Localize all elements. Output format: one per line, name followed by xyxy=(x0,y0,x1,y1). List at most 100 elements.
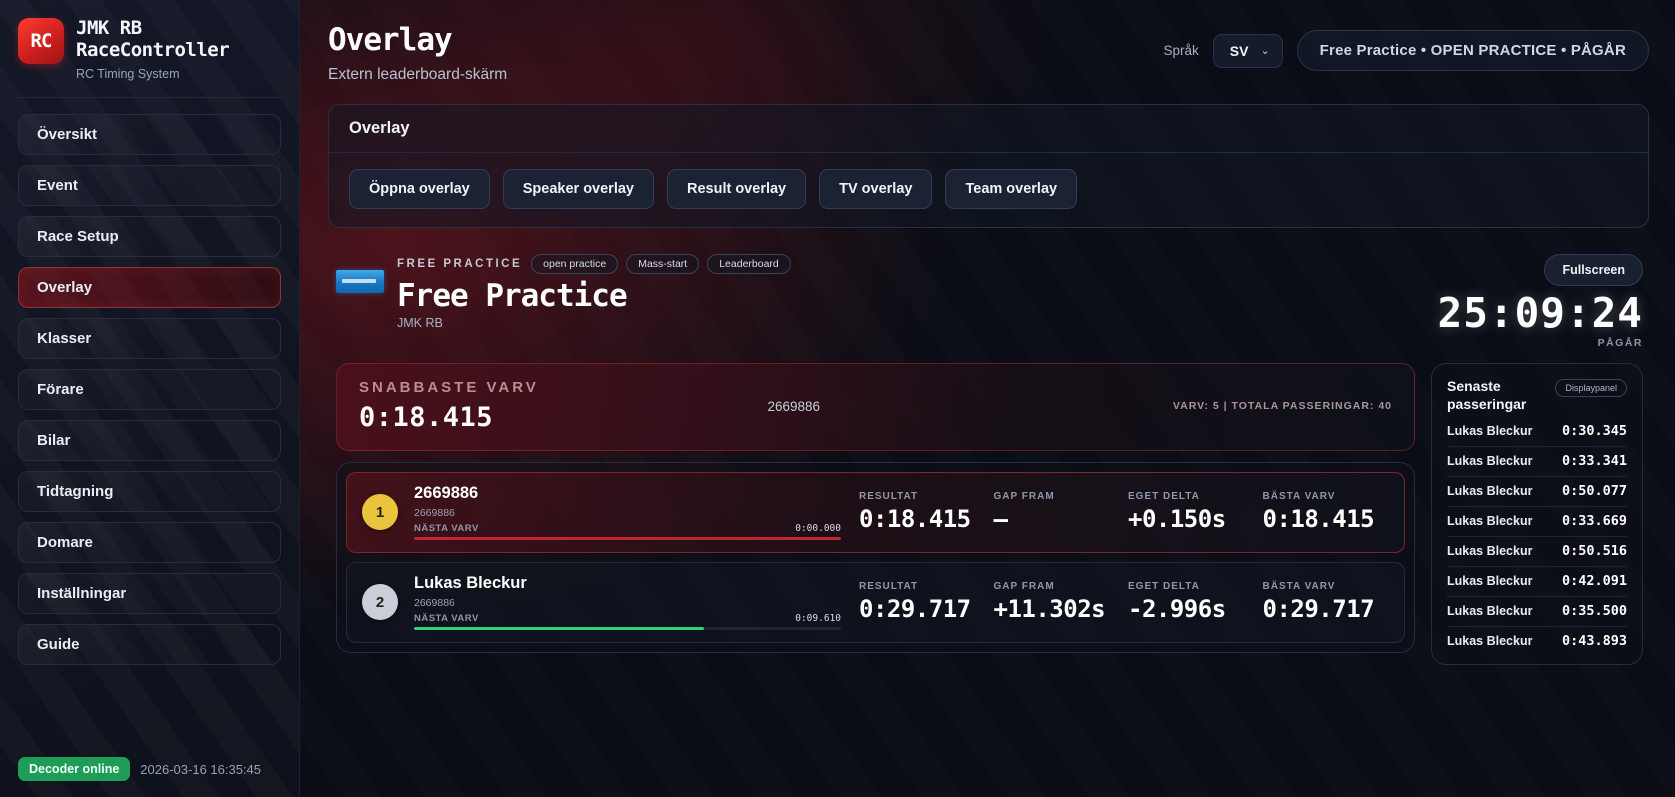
sidebar-item-race-setup[interactable]: Race Setup xyxy=(18,215,281,257)
session-tags: open practice Mass-start Leaderboard xyxy=(531,254,791,274)
sidebar-item-f-rare[interactable]: Förare xyxy=(18,368,281,410)
passing-row: Lukas Bleckur 0:35.500 xyxy=(1447,596,1627,626)
passing-row: Lukas Bleckur 0:30.345 xyxy=(1447,417,1627,446)
footer-timestamp: 2026-03-16 16:35:45 xyxy=(140,761,262,777)
passing-driver-name: Lukas Bleckur xyxy=(1447,544,1533,559)
stat-delta-label: EGET DELTA xyxy=(1128,581,1200,593)
passing-driver-name: Lukas Bleckur xyxy=(1447,634,1533,649)
stat-delta-value: +0.150s xyxy=(1128,505,1226,534)
page-title: Overlay xyxy=(328,22,453,58)
session-eyebrow: FREE PRACTICE xyxy=(397,258,523,270)
lap-progress-bar xyxy=(414,537,841,541)
sidebar-item-overlay[interactable]: Overlay xyxy=(18,266,281,308)
sidebar-item-label: Översikt xyxy=(37,125,98,143)
passing-time: 0:33.341 xyxy=(1561,453,1627,470)
sidebar-item-klasser[interactable]: Klasser xyxy=(18,317,281,359)
app-subtitle: RC Timing System xyxy=(76,66,180,81)
sidebar-item-label: Guide xyxy=(37,635,80,653)
passing-row: Lukas Bleckur 0:33.341 xyxy=(1447,446,1627,476)
passing-time: 0:35.500 xyxy=(1561,603,1627,620)
speaker-overlay-button[interactable]: Speaker overlay xyxy=(502,169,654,209)
overlay-card-title: Overlay xyxy=(329,105,1648,153)
next-lap-label: NÄSTA VARV xyxy=(414,523,479,535)
session-eyebrow-row: FREE PRACTICE open practice Mass-start Lea… xyxy=(397,254,791,274)
stat-result-value: 0:18.415 xyxy=(859,505,971,534)
stat-best-label: BÄSTA VARV xyxy=(1262,491,1336,503)
displaypanel-badge[interactable]: Displaypanel xyxy=(1555,379,1627,398)
ppna-overlay-button[interactable]: Öppna overlay xyxy=(349,169,490,209)
sidebar-item-bilar[interactable]: Bilar xyxy=(18,419,281,461)
stat-gap-label: GAP FRAM xyxy=(993,491,1055,503)
stat-delta: EGET DELTA -2.996s xyxy=(1128,581,1255,623)
sidebar-item-label: Overlay xyxy=(37,278,93,296)
sidebar-item-label: Tidtagning xyxy=(37,482,114,500)
next-lap-time: 0:09.610 xyxy=(795,613,841,625)
fullscreen-button[interactable]: Fullscreen xyxy=(1544,254,1643,286)
passing-time: 0:30.345 xyxy=(1561,423,1627,440)
overlay-button-label: Speaker overlay xyxy=(522,181,634,197)
passings-header: Senaste passeringar Displaypanel xyxy=(1447,377,1627,413)
next-lap-time: 0:00.000 xyxy=(795,523,841,535)
overlay-buttons-row: Öppna overlay Speaker overlay Result overl… xyxy=(329,153,1648,227)
driver-name: Lukas Bleckur xyxy=(414,574,527,593)
stat-gap-value: +11.302s xyxy=(993,595,1106,624)
sidebar-item-event[interactable]: Event xyxy=(18,164,281,206)
fastest-lap-panel: SNABBASTE VARV 0:18.415 2669886 VARV: 5 … xyxy=(336,363,1415,452)
passing-row: Lukas Bleckur 0:50.077 xyxy=(1447,476,1627,506)
overlay-button-label: TV overlay xyxy=(839,181,913,197)
passing-driver-name: Lukas Bleckur xyxy=(1447,574,1533,589)
sidebar-item-label: Inställningar xyxy=(37,584,127,602)
fastest-lap-driver: 2669886 xyxy=(767,398,821,414)
overlay-button-label: Team overlay xyxy=(965,181,1058,197)
passing-time: 0:33.669 xyxy=(1561,513,1627,530)
page-title-block: Overlay Extern leaderboard-skärm xyxy=(328,22,507,84)
language-select[interactable]: SV ⌄ xyxy=(1212,33,1283,68)
app-brand: RC JMK RB RaceController RC Timing Syste… xyxy=(18,17,281,98)
sidebar-item-label: Bilar xyxy=(37,431,71,449)
language-label: Språk xyxy=(1163,43,1199,58)
fastest-lap-time: 0:18.415 xyxy=(359,402,494,434)
result-overlay-button[interactable]: Result overlay xyxy=(666,169,807,209)
sidebar-item-label: Event xyxy=(37,176,78,194)
overlay-button-label: Öppna overlay xyxy=(369,181,470,197)
passing-time: 0:50.516 xyxy=(1561,543,1627,560)
page-header: Overlay Extern leaderboard-skärm Språk S… xyxy=(328,22,1649,84)
leaderboard-column: SNABBASTE VARV 0:18.415 2669886 VARV: 5 … xyxy=(336,363,1415,665)
decoder-status-badge: Decoder online xyxy=(18,757,131,781)
fastest-lap-meta: VARV: 5 | TOTALA PASSERINGAR: 40 xyxy=(1172,400,1392,413)
leaderboard-section: SNABBASTE VARV 0:18.415 2669886 VARV: 5 … xyxy=(328,363,1649,666)
next-lap-line: NÄSTA VARV 0:00.000 xyxy=(414,523,841,534)
passing-driver-name: Lukas Bleckur xyxy=(1447,424,1533,439)
session-timer-block: Fullscreen 25:09:24 PÅGÅR xyxy=(1438,254,1643,349)
sidebar-item-guide[interactable]: Guide xyxy=(18,623,281,665)
stat-result-value: 0:29.717 xyxy=(859,595,971,624)
fullscreen-label: Fullscreen xyxy=(1562,263,1625,277)
session-timer: 25:09:24 xyxy=(1437,289,1643,337)
passing-time: 0:50.077 xyxy=(1561,483,1627,500)
language-value: SV xyxy=(1229,42,1249,59)
driver-block: Lukas Bleckur 2669886 NÄSTA VARV 0:09.61… xyxy=(414,574,859,631)
sidebar-item-label: Förare xyxy=(37,380,84,398)
sidebar-item-inst-llningar[interactable]: Inställningar xyxy=(18,572,281,614)
team-overlay-button[interactable]: Team overlay xyxy=(945,169,1078,209)
sidebar-nav: Översikt Event Race Setup Overlay Klasse… xyxy=(18,113,281,665)
passing-row: Lukas Bleckur 0:42.091 xyxy=(1447,566,1627,596)
sidebar-item-tidtagning[interactable]: Tidtagning xyxy=(18,470,281,512)
session-status: PÅGÅR xyxy=(1597,337,1643,350)
header-controls: Språk SV ⌄ Free Practice • OPEN PRACTICE… xyxy=(1163,30,1649,71)
fastest-lap-label: SNABBASTE VARV xyxy=(359,379,539,397)
sidebar-item-domare[interactable]: Domare xyxy=(18,521,281,563)
passings-list: Lukas Bleckur 0:30.345 Lukas Bleckur 0:3… xyxy=(1447,417,1627,656)
tv-overlay-button[interactable]: TV overlay xyxy=(819,169,933,209)
lap-progress-bar xyxy=(414,627,841,631)
driver-transponder: 2669886 xyxy=(414,507,455,520)
app-logo-icon: RC xyxy=(18,18,64,64)
passing-time: 0:42.091 xyxy=(1561,573,1627,590)
sidebar-item-label: Klasser xyxy=(37,329,92,347)
chevron-down-icon: ⌄ xyxy=(1260,45,1270,57)
sidebar-item-versikt[interactable]: Översikt xyxy=(18,113,281,155)
session-club: JMK RB xyxy=(397,316,443,330)
fastest-lap-block: SNABBASTE VARV 0:18.415 xyxy=(359,379,768,433)
passing-driver-name: Lukas Bleckur xyxy=(1447,484,1533,499)
driver-stats: RESULTAT 0:29.717 GAP FRAM +11.302s EGET… xyxy=(859,581,1389,623)
